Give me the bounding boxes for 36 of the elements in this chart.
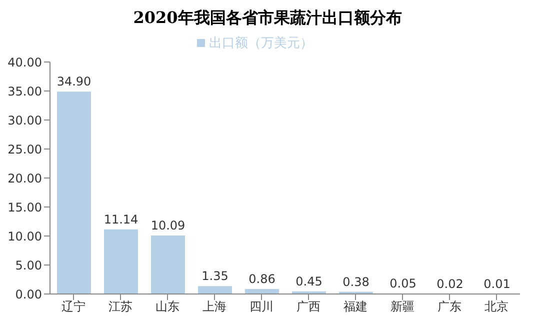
y-tick-label: 35.00	[8, 84, 42, 98]
x-tick-label: 广东	[438, 300, 462, 314]
y-tick-label: 10.00	[8, 229, 42, 244]
x-tick-label: 广西	[296, 300, 320, 314]
data-label: 0.02	[436, 276, 464, 291]
data-label: 0.38	[342, 274, 370, 289]
data-label: 0.01	[484, 276, 510, 291]
y-tick-label: 25.00	[8, 142, 42, 156]
x-tick-label: 新疆	[390, 300, 414, 314]
x-tick-label: 辽宁	[62, 300, 86, 314]
y-tick-label: 40.00	[8, 55, 42, 70]
x-tick-label: 福建	[344, 300, 368, 314]
data-label: 10.09	[150, 218, 186, 232]
x-tick-label: 山东	[156, 300, 180, 314]
x-tick-label: 上海	[202, 300, 226, 314]
legend-label: 出口额（万美元）	[209, 36, 313, 51]
bar	[198, 286, 232, 294]
y-tick-label: 5.00	[15, 258, 42, 272]
chart-title: 2020年我国各省市果蔬汁出口额分布	[132, 7, 403, 29]
y-tick-label: 20.00	[8, 171, 42, 186]
bar	[57, 92, 91, 294]
y-tick-label: 30.00	[8, 113, 42, 128]
y-tick-label: 0.00	[15, 287, 42, 302]
data-label: 1.35	[202, 269, 228, 284]
bar	[104, 229, 138, 294]
x-tick-label: 四川	[250, 300, 274, 314]
bar	[245, 289, 279, 294]
y-tick-label: 15.00	[8, 200, 42, 214]
x-tick-label: 北京	[484, 300, 508, 314]
bar	[151, 235, 185, 294]
data-label: 0.45	[296, 274, 322, 288]
data-label: 11.14	[104, 212, 138, 226]
data-label: 0.86	[248, 272, 276, 286]
data-label: 0.05	[390, 276, 416, 291]
x-tick-label: 江苏	[108, 300, 132, 314]
data-label: 34.90	[56, 74, 92, 89]
